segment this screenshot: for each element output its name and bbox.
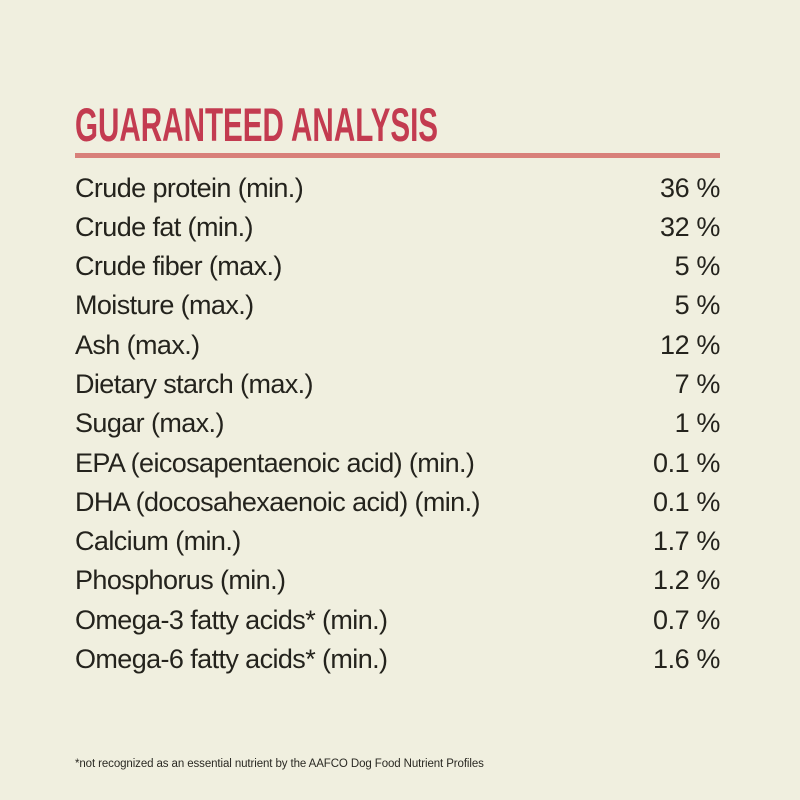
- nutrient-value: 5 %: [674, 290, 721, 321]
- table-row: Crude fat (min.) 32 %: [75, 208, 720, 247]
- table-row: Omega-6 fatty acids* (min.) 1.6 %: [75, 640, 720, 679]
- table-row: DHA (docosahexaenoic acid) (min.) 0.1 %: [75, 483, 720, 522]
- title-underline: [75, 153, 720, 158]
- table-row: Sugar (max.) 1 %: [75, 404, 720, 443]
- nutrient-label: Dietary starch (max.): [75, 368, 314, 399]
- analysis-table: Crude protein (min.) 36 % Crude fat (min.)…: [75, 169, 720, 680]
- table-row: Ash (max.) 12 %: [75, 326, 720, 365]
- table-row: Calcium (min.) 1.7 %: [75, 522, 720, 561]
- nutrient-label: Crude protein (min.): [75, 172, 304, 203]
- table-row: Crude protein (min.) 36 %: [75, 169, 720, 208]
- nutrient-label: Omega-3 fatty acids* (min.): [75, 604, 388, 635]
- nutrient-label: Ash (max.): [75, 329, 200, 360]
- nutrient-value: 12 %: [660, 329, 720, 360]
- nutrient-value: 7 %: [674, 368, 721, 399]
- page-title: GUARANTEED ANALYSIS: [75, 98, 439, 151]
- nutrient-value: 36 %: [660, 172, 720, 203]
- nutrient-label: EPA (eicosapentaenoic acid) (min.): [75, 447, 475, 478]
- nutrient-label: Phosphorus (min.): [75, 565, 286, 596]
- nutrient-value: 1.6 %: [652, 644, 720, 675]
- nutrient-label: Moisture (max.): [75, 290, 254, 321]
- table-row: EPA (eicosapentaenoic acid) (min.) 0.1 %: [75, 444, 720, 483]
- table-row: Crude fiber (max.) 5 %: [75, 247, 720, 286]
- nutrient-value: 0.7 %: [652, 604, 720, 635]
- nutrient-label: Crude fat (min.): [75, 211, 254, 242]
- nutrient-label: Sugar (max.): [75, 408, 224, 439]
- table-row: Phosphorus (min.) 1.2 %: [75, 561, 720, 600]
- nutrient-value: 5 %: [674, 251, 721, 282]
- table-row: Dietary starch (max.) 7 %: [75, 365, 720, 404]
- footnote: *not recognized as an essential nutrient…: [75, 758, 484, 770]
- nutrient-value: 0.1 %: [652, 447, 720, 478]
- table-row: Moisture (max.) 5 %: [75, 286, 720, 325]
- nutrient-value: 1 %: [674, 408, 721, 439]
- nutrient-label: Omega-6 fatty acids* (min.): [75, 644, 388, 675]
- nutrient-value: 32 %: [660, 211, 720, 242]
- nutrient-value: 1.2 %: [652, 565, 720, 596]
- nutrient-value: 1.7 %: [652, 526, 720, 557]
- nutrient-label: DHA (docosahexaenoic acid) (min.): [75, 486, 480, 517]
- nutrient-label: Crude fiber (max.): [75, 251, 282, 282]
- table-row: Omega-3 fatty acids* (min.) 0.7 %: [75, 601, 720, 640]
- nutrient-value: 0.1 %: [652, 486, 720, 517]
- nutrient-label: Calcium (min.): [75, 526, 241, 557]
